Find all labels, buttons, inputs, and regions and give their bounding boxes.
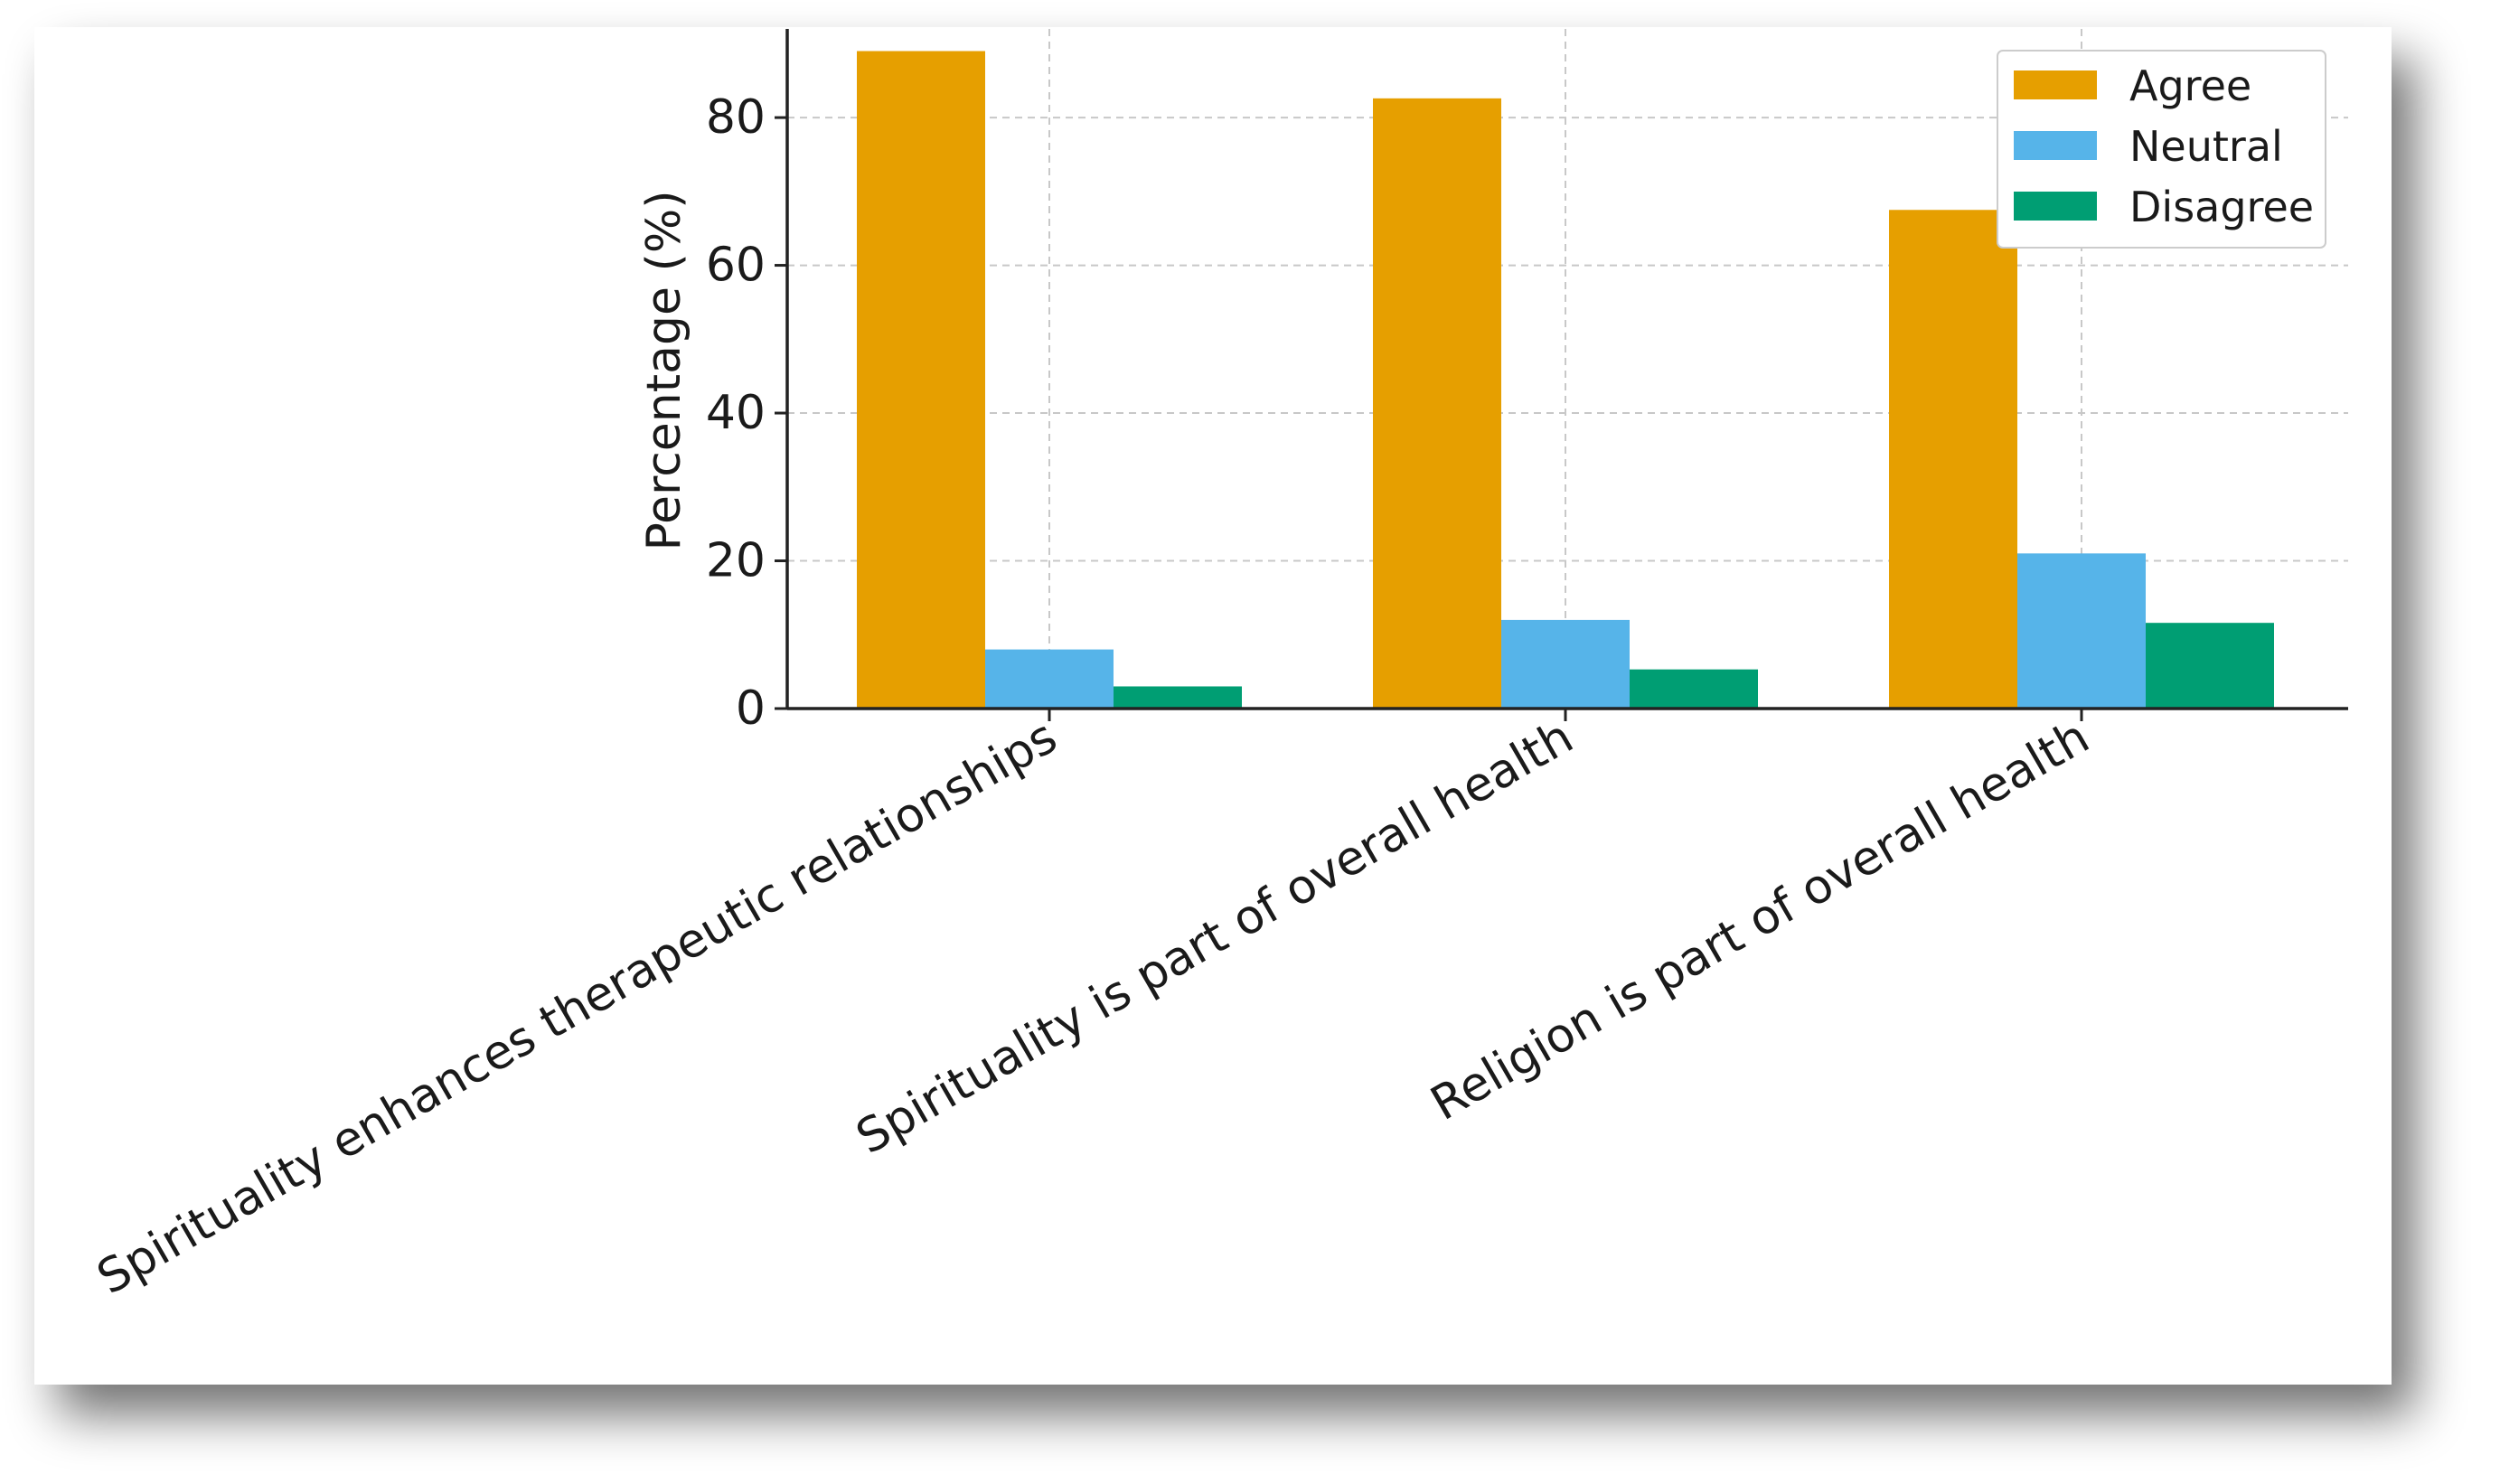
y-axis-label: Percentage (%) (637, 190, 691, 550)
bar-disagree-1 (1114, 686, 1242, 709)
legend-swatch-disagree (2014, 192, 2097, 221)
y-tick-label: 40 (706, 386, 766, 440)
legend: Agree Neutral Disagree (1997, 50, 2326, 249)
bar-neutral-3 (2017, 553, 2146, 709)
bar-agree-1 (857, 51, 985, 709)
y-tick-label: 20 (706, 534, 766, 588)
bar-agree-2 (1373, 98, 1501, 709)
legend-label-disagree: Disagree (2129, 183, 2314, 231)
legend-swatch-agree (2014, 70, 2097, 99)
y-tick-label: 60 (706, 239, 766, 293)
y-tick-label: 0 (736, 681, 766, 736)
legend-swatch-neutral (2014, 131, 2097, 160)
bars-layer (857, 51, 2274, 709)
legend-label-agree: Agree (2129, 61, 2251, 110)
bar-neutral-1 (985, 649, 1114, 709)
bar-disagree-2 (1630, 669, 1758, 709)
y-tick-label: 80 (706, 90, 766, 145)
legend-label-neutral: Neutral (2129, 122, 2283, 171)
grid-layer (787, 29, 2348, 709)
bar-neutral-2 (1501, 619, 1630, 709)
bar-disagree-3 (2146, 623, 2274, 709)
bar-agree-3 (1889, 210, 2017, 709)
y-ticks-layer: 0 20 40 60 80 (706, 90, 787, 736)
